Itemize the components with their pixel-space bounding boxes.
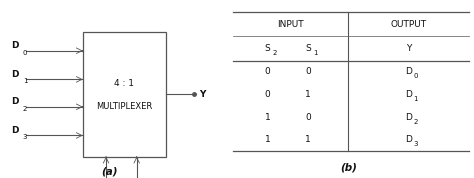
Text: INPUT: INPUT (277, 20, 304, 28)
Text: 2: 2 (273, 49, 277, 56)
Text: Y: Y (200, 90, 206, 99)
Text: S: S (264, 44, 270, 53)
Text: 0: 0 (23, 50, 27, 56)
Text: MULTIPLEXER: MULTIPLEXER (96, 102, 153, 111)
Text: D: D (11, 126, 18, 135)
Text: D: D (405, 67, 412, 76)
Text: 1: 1 (264, 135, 270, 145)
Bar (83, 32, 166, 157)
Text: 3: 3 (23, 134, 27, 140)
Text: D: D (405, 90, 412, 99)
Text: 1: 1 (413, 96, 418, 102)
Text: 0: 0 (413, 73, 418, 79)
Text: 1: 1 (313, 49, 317, 56)
Text: D: D (11, 97, 18, 106)
Text: 0: 0 (264, 90, 270, 99)
Text: OUTPUT: OUTPUT (391, 20, 427, 28)
Text: Y: Y (406, 44, 411, 53)
Text: 0: 0 (264, 67, 270, 76)
Text: 1: 1 (23, 78, 27, 84)
Text: D: D (11, 70, 18, 79)
Text: D: D (405, 113, 412, 122)
Text: 0: 0 (305, 67, 311, 76)
Text: 1: 1 (264, 113, 270, 122)
Text: S: S (305, 44, 311, 53)
Text: 0: 0 (305, 113, 311, 122)
Text: (a): (a) (101, 166, 117, 176)
Text: (b): (b) (340, 163, 357, 173)
Text: D: D (405, 135, 412, 145)
Text: 1: 1 (305, 135, 311, 145)
Text: 1: 1 (305, 90, 311, 99)
Text: 4 : 1: 4 : 1 (114, 79, 134, 88)
Text: 2: 2 (23, 106, 27, 112)
Text: 2: 2 (413, 119, 418, 125)
Text: 3: 3 (413, 141, 418, 147)
Text: D: D (11, 41, 18, 50)
